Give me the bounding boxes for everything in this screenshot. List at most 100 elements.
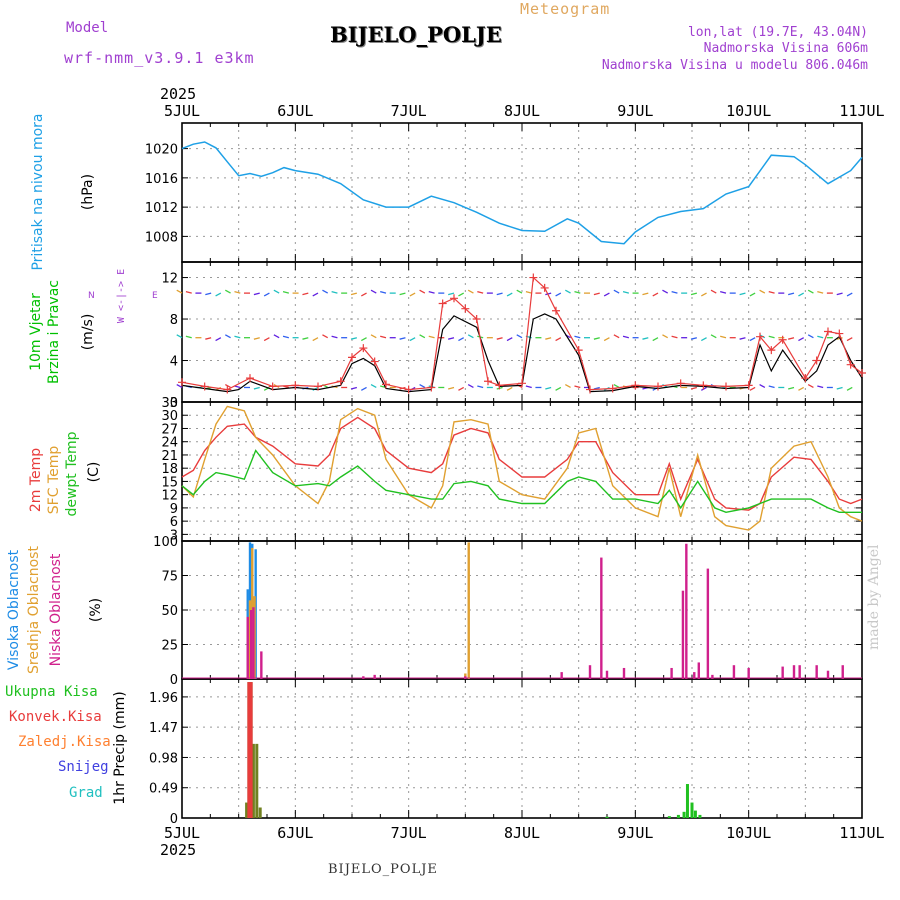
wind-arrow	[419, 289, 426, 294]
cloud-bar	[605, 670, 609, 679]
cloud-bar	[711, 674, 714, 679]
wind-arrow	[671, 335, 678, 339]
precip-unit: 1hr Precip (mm)	[112, 691, 128, 804]
wind-gust-marker	[382, 380, 390, 389]
x-tick-label-bottom: 10JUL	[726, 824, 771, 842]
precip-bar	[245, 802, 249, 818]
wind-arrow	[817, 335, 824, 339]
model-altitude-label: Nadmorska Visina u modelu 806.046m	[601, 58, 868, 73]
temp-title-2m: 2m Temp	[28, 448, 44, 512]
y-tick-label: 1008	[145, 230, 178, 245]
wind-arrow	[710, 334, 717, 339]
cloud-bar	[747, 667, 750, 679]
y-tick-label: 12	[161, 489, 178, 504]
precip-bar	[258, 807, 262, 818]
cloud-bar	[252, 607, 255, 679]
wind-gust-marker	[756, 332, 764, 341]
x-tick-label-bottom: 6JUL	[277, 824, 313, 842]
wind-gust-marker	[484, 377, 492, 386]
altitude-label: Nadmorska Visina 606m	[703, 41, 868, 56]
wind-arrow	[690, 386, 698, 390]
cloud-bar	[841, 665, 844, 679]
cloud-bar	[693, 672, 696, 679]
temp-unit: (C)	[86, 462, 102, 483]
x-tick-label-bottom: 11JUL	[839, 824, 884, 842]
precip-legend-item: Zaledj.Kisa	[18, 734, 111, 750]
wind-speed-line	[181, 313, 863, 393]
cloud-bar	[706, 568, 710, 679]
wind-arrow	[788, 292, 795, 296]
wind-gust-marker	[801, 374, 810, 383]
wind-arrow	[322, 289, 329, 294]
wind-arrow	[817, 385, 824, 389]
wind-arrow	[458, 386, 465, 391]
wind-gust-marker	[200, 382, 209, 391]
wind-arrow	[846, 337, 853, 342]
y-tick-label: 0.98	[149, 751, 178, 766]
wind-gust-marker	[824, 327, 832, 336]
precip-bar	[685, 784, 689, 818]
wind-arrow	[700, 337, 707, 342]
x-tick-label-top: 7JUL	[391, 102, 427, 120]
wind-arrow	[370, 384, 377, 389]
wind-gust-marker	[858, 368, 866, 377]
wind-arrow	[768, 335, 775, 339]
wind-unit: (m/s)	[80, 314, 96, 351]
wind-arrow	[593, 337, 600, 340]
wind-gust-marker	[529, 273, 538, 282]
wind-arrow	[622, 290, 630, 294]
wind-gust-marker	[552, 306, 560, 315]
wind-arrow	[312, 292, 319, 297]
panel-frame	[181, 540, 863, 680]
wind-arrow	[185, 335, 192, 339]
wind-arrow	[555, 337, 562, 342]
pressure-title: Pritisak na nivou mora	[30, 113, 46, 270]
wind-gust-marker	[438, 299, 447, 308]
wind-arrow	[234, 290, 241, 294]
wind-title-2: Brzina i Pravac	[46, 280, 62, 384]
wind-arrow	[282, 335, 290, 339]
wind-arrow	[506, 386, 513, 391]
wind-gust-marker	[370, 357, 379, 366]
wind-arrow	[642, 337, 649, 340]
y-tick-label: 30	[161, 409, 178, 424]
x-tick-label-top: 10JUL	[726, 102, 771, 120]
precip-bar	[676, 814, 680, 818]
wind-gust-marker	[461, 304, 470, 313]
y-tick-label: 8	[170, 313, 178, 328]
wind-arrow	[836, 386, 843, 390]
y-tick-label: 50	[161, 604, 178, 619]
wind-arrow	[331, 335, 338, 339]
wind-arrow	[836, 292, 843, 296]
footer-station: BIJELO_POLJE	[328, 862, 438, 877]
wind-arrow	[448, 386, 455, 390]
precip-legend-item: Grad	[69, 785, 103, 801]
wind-arrow	[622, 335, 630, 339]
y-tick-label: 0	[170, 673, 178, 688]
y-tick-label: 24	[161, 436, 178, 451]
wind-arrow	[555, 292, 562, 297]
wind-arrow	[458, 337, 465, 342]
y-tick-label: 0.49	[149, 782, 178, 797]
wind-arrow	[593, 386, 600, 390]
panel-frame	[181, 678, 863, 819]
wind-arrow	[525, 385, 532, 389]
pressure-line	[181, 141, 863, 245]
wind-gust-line	[181, 276, 863, 391]
wind-arrow	[506, 292, 513, 297]
wind-arrow	[448, 292, 455, 296]
x-tick-label-bottom: 8JUL	[504, 824, 540, 842]
wind-arrow	[467, 289, 474, 294]
wind-arrow	[360, 386, 367, 391]
wind-gust-marker	[359, 344, 368, 353]
cloud-bar	[697, 662, 700, 679]
wind-title-1: 10m Vjetar	[28, 293, 44, 371]
wind-gust-marker	[336, 377, 345, 386]
precip-bar	[690, 802, 694, 818]
wind-arrow	[739, 292, 746, 296]
wind-arrow	[720, 335, 727, 339]
x-tick-label-top: 9JUL	[617, 102, 653, 120]
wind-arrow	[798, 337, 805, 342]
wind-gust-marker	[223, 385, 232, 394]
wind-arrow	[759, 289, 766, 294]
